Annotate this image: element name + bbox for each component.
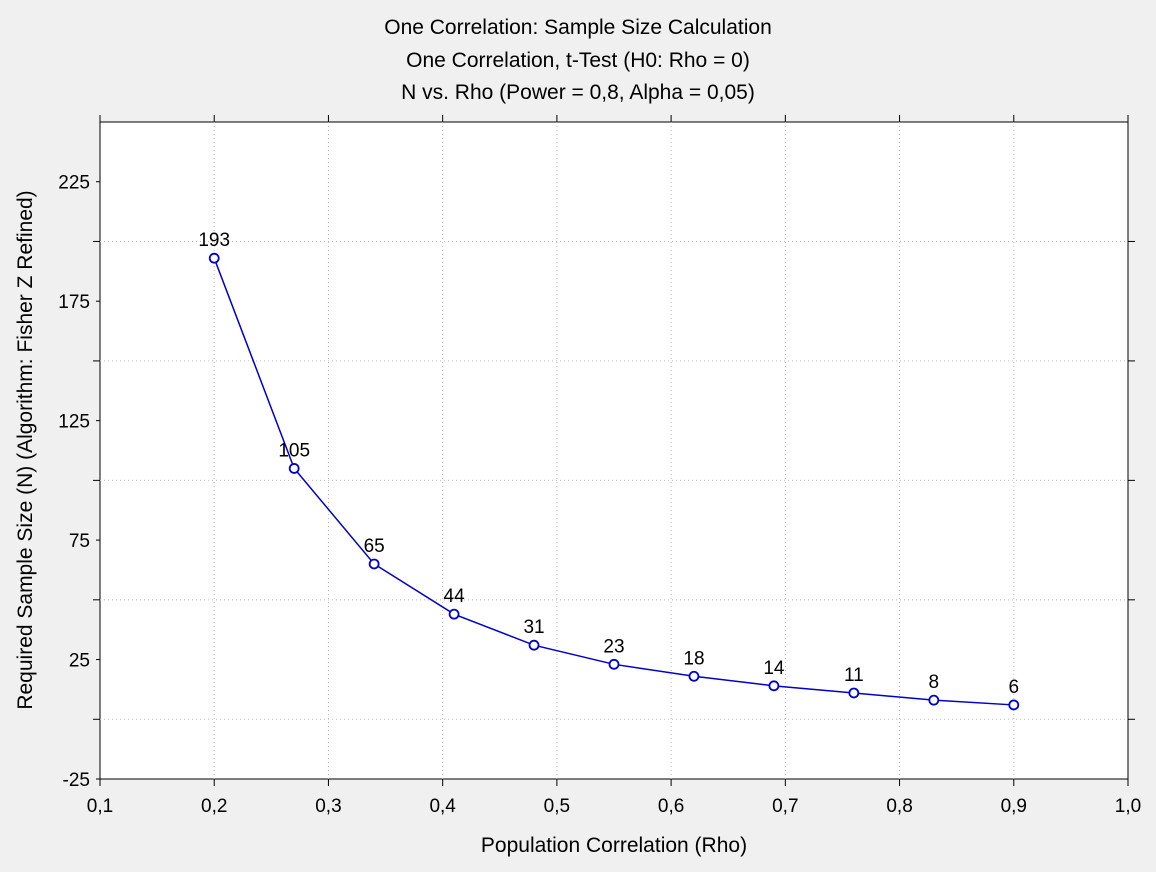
x-tick-label: 0,8: [886, 796, 912, 817]
data-point: [448, 608, 460, 620]
data-point: [528, 639, 540, 651]
data-point: [688, 670, 700, 682]
labels-layer: 193 105 65 44 31 23 18 14 11 8 6: [198, 230, 1019, 698]
chart-title: One Correlation: Sample Size Calculation: [384, 16, 772, 39]
series-layer: [208, 252, 1020, 711]
y-axis-label: Required Sample Size (N) (Algorithm: Fis…: [14, 190, 37, 709]
x-tick-label: 0,4: [429, 796, 456, 817]
data-label: 193: [198, 230, 230, 251]
x-tick-label: 1,0: [1115, 796, 1141, 817]
data-label: 6: [1008, 677, 1019, 698]
data-point: [768, 680, 780, 692]
data-label: 31: [523, 617, 544, 638]
data-point: [608, 658, 620, 670]
grid-layer: [100, 122, 1128, 779]
data-label: 105: [278, 440, 310, 461]
x-tick-label: 0,9: [1001, 796, 1027, 817]
chart-subtitle: One Correlation, t-Test (H0: Rho = 0): [406, 49, 750, 72]
data-point: [928, 694, 940, 706]
x-tick-label: 0,2: [201, 796, 227, 817]
x-tick-label: 0,5: [544, 796, 570, 817]
data-label: 11: [844, 665, 864, 686]
y-tick-label: 175: [58, 292, 90, 313]
data-label: 18: [683, 648, 704, 669]
data-label: 8: [929, 672, 940, 693]
y-tick-label: -25: [63, 770, 90, 791]
x-tick-label: 0,7: [772, 796, 798, 817]
data-point: [848, 687, 860, 699]
plot-area: [99, 121, 1129, 780]
data-point: [368, 558, 380, 570]
data-label: 44: [444, 586, 466, 607]
ticks-layer: 0,1 0,2 0,3 0,4 0,5 0,6 0,7 0,8 0,9 1,0 -25 25 75 125…: [58, 115, 1141, 817]
y-tick-label: 75: [69, 531, 90, 552]
x-tick-label: 0,3: [315, 796, 341, 817]
x-tick-label: 0,1: [87, 796, 113, 817]
chart-subtitle-2: N vs. Rho (Power = 0,8, Alpha = 0,05): [401, 81, 755, 104]
y-tick-label: 25: [69, 651, 90, 672]
data-point: [1008, 699, 1020, 711]
x-axis-label: Population Correlation (Rho): [481, 834, 747, 857]
x-tick-label: 0,6: [658, 796, 684, 817]
data-label: 65: [364, 536, 385, 557]
data-point: [208, 252, 220, 264]
y-tick-label: 125: [58, 412, 90, 433]
data-label: 23: [603, 636, 624, 657]
data-label: 14: [763, 658, 785, 679]
data-point: [288, 463, 300, 474]
y-tick-label: 225: [58, 173, 90, 194]
